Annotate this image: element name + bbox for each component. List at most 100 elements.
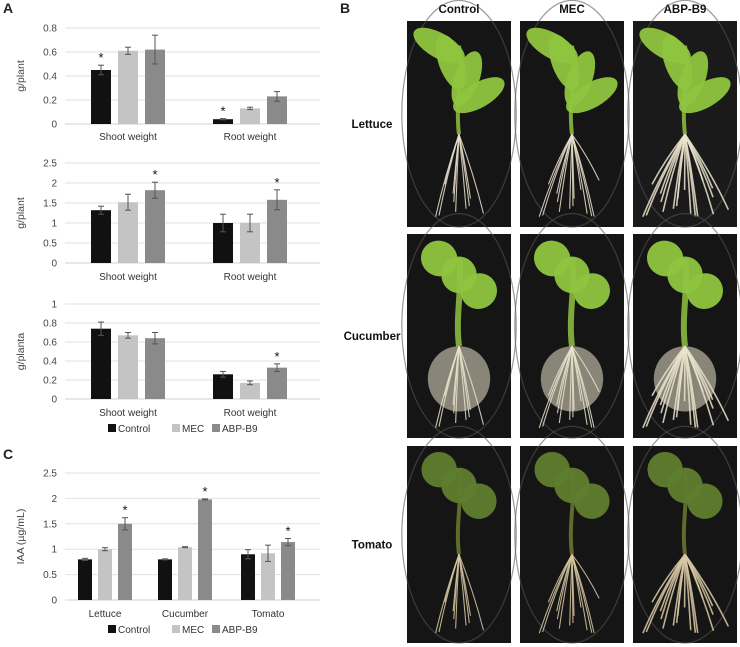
y-tick-label: 2 [51,179,57,190]
y-tick-label: 0.8 [43,319,57,330]
photo-tomato-mec [514,425,630,644]
petri-dish-rim [401,0,517,228]
leaf [566,77,618,114]
petri-dish-rim [401,212,517,439]
bar-abp-b9 [267,199,287,263]
category-label: Root weight [224,132,277,143]
significance-marker: * [220,104,225,119]
y-tick-label: 0.4 [43,72,57,83]
panel-label-c: C [3,446,14,462]
root [684,554,699,634]
y-tick-label: 1 [51,300,57,311]
root [556,554,573,620]
legend-swatch [172,424,180,432]
root [571,554,595,634]
root [684,553,730,627]
significance-marker: * [274,175,279,190]
category-label: Shoot weight [99,272,157,283]
photo-row-label: Tomato [352,540,393,552]
root [684,134,699,217]
y-tick-label: 0 [51,259,57,270]
y-tick-label: 2.5 [43,469,57,480]
bar-control [213,223,233,263]
panel-label-a: A [3,0,14,16]
y-tick-label: 0.8 [43,24,57,35]
photo-cucumber-mec [514,212,630,439]
y-tick-label: 1.5 [43,519,57,530]
root [458,134,467,209]
root [438,554,460,633]
root [458,134,485,214]
y-axis-label: g/plant [15,197,27,229]
category-label: Tomato [252,609,285,620]
y-tick-label: 0.2 [43,376,57,387]
y-tick-label: 0.6 [43,48,57,59]
leaf [453,77,505,114]
petri-dish-rim [401,425,517,644]
bar-control [241,554,255,600]
root [556,134,573,203]
photo-cucumber-abp-b9 [627,213,740,439]
petri-dish-rim [514,212,630,439]
root [453,134,460,202]
root [542,554,573,633]
root [453,554,460,620]
bar-mec [261,553,275,600]
category-label: Shoot weight [99,132,157,143]
y-tick-label: 1 [51,545,57,556]
bar-mec [240,382,260,399]
root [571,134,595,217]
bar-abp-b9 [267,367,287,399]
significance-marker: * [285,524,290,539]
bar-control [213,119,233,124]
legend-swatch [108,424,116,432]
leaf [573,273,611,309]
shoot-root-weight-tomato-chart: 0 0.2 0.4 0.6 0.8 1 g/planta Shoot weight Root w… [15,300,320,435]
y-tick-label: 0.4 [43,357,57,368]
bar-control [91,210,111,263]
bar-abp-b9 [145,49,165,124]
leaf [574,483,610,519]
petri-dish-rim [627,213,740,439]
significance-marker: * [98,50,103,65]
petri-dish-rim [514,0,630,228]
bar-mec [98,549,112,600]
photo-row-label: Lettuce [352,119,393,131]
leaf [677,51,709,107]
bar-control [213,374,233,399]
bar-abp-b9 [145,190,165,263]
petri-dish-rim [627,0,740,228]
y-tick-label: 1 [51,219,57,230]
shoot-root-weight-cucumber-chart: 0 0.5 1 1.5 2 2.5 g/plant Shoot weight Root weig… [15,159,320,283]
significance-marker: * [122,503,127,518]
root [571,133,600,181]
bar-abp-b9 [198,499,212,600]
leaf [461,483,497,519]
legend-label: MEC [182,424,204,435]
y-axis-label: g/plant [15,60,27,92]
y-tick-label: 0.6 [43,338,57,349]
root [458,554,485,631]
root [660,554,686,620]
root [571,134,575,199]
y-tick-label: 0 [51,395,57,406]
root [684,133,730,211]
bar-control [158,559,172,600]
significance-marker: * [202,484,207,499]
leaf [686,273,724,309]
root [660,133,686,203]
photo-tomato-control [401,425,517,644]
y-axis-label: IAA (µg/mL) [15,509,27,565]
leaf [460,273,498,309]
photo-column-header: MEC [559,4,585,16]
bar-mec [118,202,138,263]
bar-abp-b9 [267,96,287,124]
root [438,134,460,216]
significance-marker: * [274,349,279,364]
y-tick-label: 2.5 [43,159,57,170]
photo-column-header: ABP-B9 [664,4,707,16]
photo-lettuce-abp-b9 [627,0,740,228]
bar-control [78,559,92,600]
legend-label: ABP-B9 [222,625,258,636]
y-tick-label: 0.5 [43,239,57,250]
